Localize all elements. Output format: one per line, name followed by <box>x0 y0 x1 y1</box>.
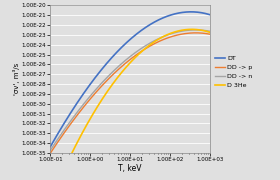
DD -> p <box>49 152 52 154</box>
Legend: DT, DD -> p, DD -> n, D 3He: DT, DD -> p, DD -> n, D 3He <box>215 55 253 89</box>
DD -> p <box>59 138 62 140</box>
DD -> n <box>141 46 145 48</box>
Line: D 3He: D 3He <box>50 29 210 180</box>
DD -> n <box>146 44 149 46</box>
DD -> n <box>186 29 190 31</box>
DT <box>186 11 190 13</box>
Line: DT: DT <box>50 12 210 147</box>
DD -> p <box>170 36 173 38</box>
DD -> p <box>194 32 197 34</box>
X-axis label: T, keV: T, keV <box>118 164 142 173</box>
DT <box>208 14 212 16</box>
DT <box>59 129 62 131</box>
Line: DD -> p: DD -> p <box>50 33 210 153</box>
DD -> p <box>146 47 149 49</box>
DD -> n <box>59 134 62 137</box>
Line: DD -> n: DD -> n <box>50 30 210 150</box>
DD -> n <box>208 30 212 32</box>
D 3He <box>150 42 154 44</box>
DT <box>146 25 149 27</box>
DD -> p <box>141 49 145 51</box>
DD -> n <box>49 149 52 151</box>
D 3He <box>208 31 212 33</box>
D 3He <box>59 177 62 179</box>
DD -> p <box>208 33 212 35</box>
DT <box>170 14 173 16</box>
D 3He <box>186 28 190 31</box>
D 3He <box>141 49 145 51</box>
Y-axis label: 'σv', m³/s: 'σv', m³/s <box>13 63 20 95</box>
DT <box>49 145 52 148</box>
DD -> n <box>194 29 197 31</box>
DD -> p <box>150 44 154 46</box>
D 3He <box>190 28 193 30</box>
D 3He <box>170 32 173 34</box>
DT <box>189 11 193 13</box>
DD -> n <box>170 33 173 35</box>
DD -> n <box>150 41 154 43</box>
DT <box>150 22 154 24</box>
DD -> p <box>186 32 190 34</box>
DT <box>141 28 145 30</box>
D 3He <box>146 46 149 48</box>
